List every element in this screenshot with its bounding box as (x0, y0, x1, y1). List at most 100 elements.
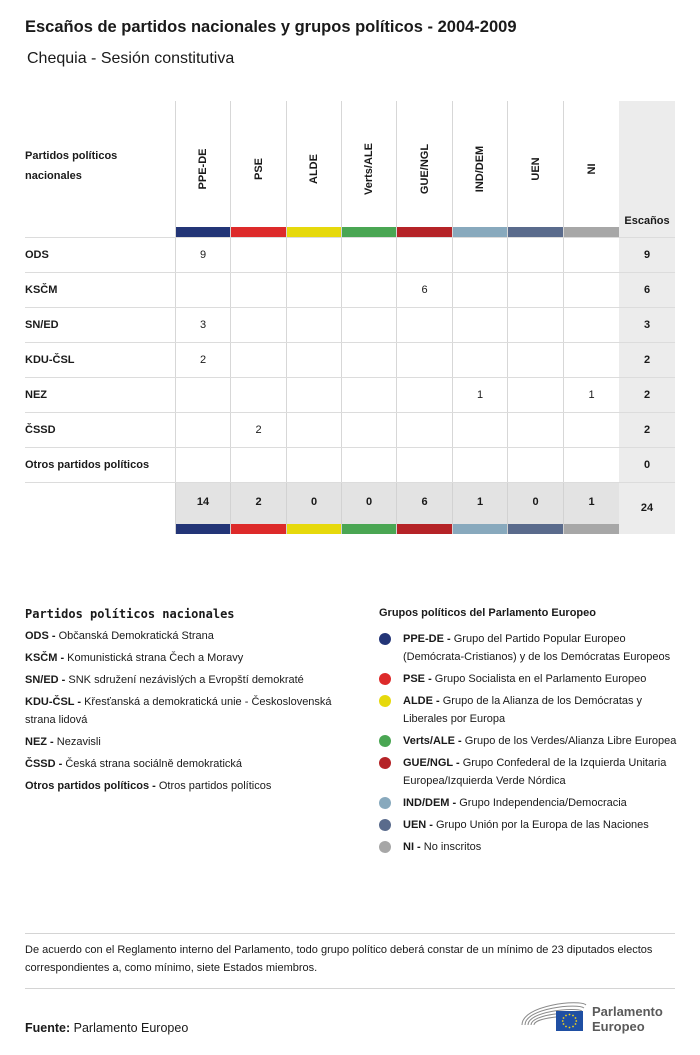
group-legend-abbr: GUE/NGL - (403, 757, 463, 769)
row-group-cell: 3 (175, 308, 230, 343)
group-color-bar (176, 524, 230, 534)
row-group-cell (341, 413, 396, 448)
row-group-cell (396, 378, 452, 413)
group-color-bar (287, 227, 341, 237)
row-group-cell (452, 448, 507, 483)
group-legend-item: PPE-DE - Grupo del Partido Popular Europ… (379, 630, 679, 666)
group-legend-item: GUE/NGL - Grupo Confederal de la Izquier… (379, 754, 679, 790)
row-group-cell (230, 448, 286, 483)
seats-column-label: Escaños (624, 215, 670, 227)
hemicycle-flag-icon (521, 1002, 587, 1031)
row-group-cell (563, 413, 619, 448)
total-seats-cell: 24 (619, 483, 675, 534)
row-group-cell (396, 413, 452, 448)
row-group-cell (286, 343, 341, 378)
group-legend-name: No inscritos (423, 841, 482, 853)
row-seats-cell: 0 (619, 448, 675, 483)
row-party-name: SN/ED (25, 319, 59, 331)
row-group-cell (563, 448, 619, 483)
total-value: 1 (588, 496, 595, 508)
row-group-cell (286, 378, 341, 413)
total-value: 0 (310, 496, 318, 508)
national-legend-item: ČSSD - Česká strana sociálně demokratick… (25, 755, 365, 773)
national-parties-legend: Partidos políticos nacionales ODS - Obča… (25, 607, 365, 799)
totals-row: 24 14 2 0 0 6 1 0 1 (25, 482, 675, 534)
group-header-2: ALDE (286, 101, 341, 237)
groups-legend-heading: Grupos políticos del Parlamento Europeo (379, 607, 596, 619)
row-group-cell: 6 (396, 273, 452, 308)
row-group-cell (286, 238, 341, 273)
row-group-cell (286, 413, 341, 448)
page-title: Escaños de partidos nacionales y grupos … (25, 18, 517, 36)
group-header-7: NI (563, 101, 619, 237)
group-header-label: Verts/ALE (363, 143, 375, 195)
group-legend-abbr: UEN - (403, 819, 436, 831)
group-color-bar (287, 524, 341, 534)
row-group-cell (175, 378, 230, 413)
row-group-cell (563, 343, 619, 378)
group-header-3: Verts/ALE (341, 101, 396, 237)
row-seats-cell: 2 (619, 378, 675, 413)
row-group-cell (507, 238, 563, 273)
group-legend-name: Grupo Independencia/Democracia (459, 797, 627, 809)
national-legend-item: KSČM - Komunistická strana Čech a Moravy (25, 649, 365, 667)
row-party-name: KDU-ČSL (25, 354, 75, 366)
row-group-cell (341, 378, 396, 413)
row-group-cell (507, 378, 563, 413)
group-color-bar (231, 227, 286, 237)
row-party-name: NEZ (25, 389, 47, 401)
national-legend-abbr: ČSSD - (25, 758, 66, 770)
table-row: SN/ED 3 3 (25, 307, 675, 343)
row-group-cell (230, 238, 286, 273)
group-color-dot-icon (379, 673, 391, 685)
source-value: Parlamento Europeo (73, 1021, 189, 1035)
group-color-dot-icon (379, 695, 391, 707)
national-legend-abbr: NEZ - (25, 736, 57, 748)
group-color-bar (342, 227, 396, 237)
row-group-cell (230, 343, 286, 378)
row-group-cell (175, 413, 230, 448)
row-group-cell (286, 273, 341, 308)
group-color-bar (342, 524, 396, 534)
group-legend-abbr: NI - (403, 841, 424, 853)
row-seats-cell: 3 (619, 308, 675, 343)
logo-wordmark: Parlamento Europeo (592, 1004, 663, 1034)
group-legend-name: Grupo Socialista en el Parlamento Europe… (434, 673, 647, 685)
row-group-cell (507, 308, 563, 343)
row-group-cell (452, 413, 507, 448)
group-color-dot-icon (379, 633, 391, 645)
row-group-cell (507, 448, 563, 483)
row-group-cell (563, 273, 619, 308)
row-group-cell (452, 273, 507, 308)
row-group-cell (396, 238, 452, 273)
table-row: KDU-ČSL 2 2 (25, 342, 675, 378)
group-color-bar (453, 227, 507, 237)
national-legend-heading: Partidos políticos nacionales (25, 607, 235, 621)
national-legend-name: Otros partidos políticos (158, 780, 272, 792)
group-legend-item: UEN - Grupo Unión por la Europa de las N… (379, 816, 679, 834)
national-legend-abbr: KSČM - (25, 652, 68, 664)
group-color-dot-icon (379, 735, 391, 747)
row-group-cell: 2 (175, 343, 230, 378)
source-line: Fuente: Parlamento Europeo (25, 1021, 188, 1035)
group-legend-abbr: Verts/ALE - (403, 735, 465, 747)
total-group-cell: 6 (396, 483, 452, 534)
row-group-cell (341, 238, 396, 273)
row-group-cell (341, 343, 396, 378)
row-group-cell (396, 448, 452, 483)
group-header-6: UEN (507, 101, 563, 237)
group-header-1: PSE (230, 101, 286, 237)
national-legend-item: KDU-ČSL - Křesťanská a demokratická unie… (25, 693, 365, 729)
groups-legend: Grupos políticos del Parlamento Europeo … (379, 607, 679, 860)
group-header-label: PSE (252, 157, 265, 181)
row-group-cell (563, 308, 619, 343)
group-legend-abbr: ALDE - (403, 695, 443, 707)
group-color-dot-icon (379, 757, 391, 769)
note-divider-bottom (25, 988, 675, 989)
group-legend-item: Verts/ALE - Grupo de los Verdes/Alianza … (379, 732, 679, 750)
row-seats-cell: 6 (619, 273, 675, 308)
group-color-dot-icon (379, 797, 391, 809)
group-legend-item: ALDE - Grupo de la Alianza de los Demócr… (379, 692, 679, 728)
table-row: Otros partidos políticos 0 (25, 447, 675, 483)
source-label: Fuente: (25, 1021, 71, 1035)
